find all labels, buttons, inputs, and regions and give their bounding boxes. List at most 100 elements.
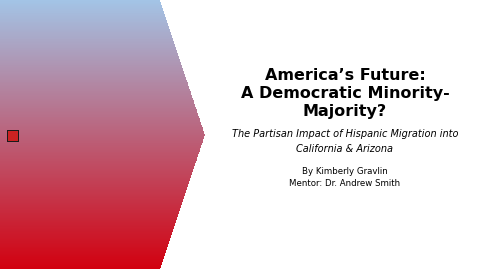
- Bar: [0, 64, 181, 65]
- Bar: [0, 211, 180, 212]
- Bar: [0, 28, 169, 29]
- Bar: [0, 99, 193, 100]
- Bar: [0, 158, 197, 159]
- Bar: [0, 113, 198, 114]
- Bar: [0, 219, 177, 220]
- Bar: [8, 130, 18, 140]
- Text: By Kimberly Gravlin: By Kimberly Gravlin: [302, 167, 388, 176]
- Bar: [0, 250, 166, 251]
- Bar: [0, 164, 195, 165]
- Text: A Democratic Minority-: A Democratic Minority-: [240, 86, 449, 101]
- Bar: [0, 260, 163, 261]
- Bar: [0, 48, 176, 49]
- Bar: [0, 123, 201, 124]
- Bar: [0, 26, 169, 27]
- Bar: [0, 146, 201, 147]
- Bar: [0, 44, 174, 45]
- Bar: [0, 80, 187, 81]
- Bar: [0, 126, 202, 127]
- Bar: [0, 43, 174, 44]
- Bar: [0, 116, 199, 118]
- Bar: [0, 231, 173, 232]
- Bar: [0, 3, 161, 5]
- Bar: [0, 191, 186, 192]
- Bar: [0, 194, 185, 196]
- Bar: [0, 261, 163, 262]
- Bar: [0, 142, 203, 143]
- Bar: [0, 63, 181, 64]
- Bar: [0, 88, 189, 89]
- Bar: [0, 268, 160, 269]
- Bar: [0, 19, 166, 20]
- Bar: [0, 228, 174, 229]
- Bar: [0, 84, 188, 85]
- Bar: [0, 121, 200, 122]
- Bar: [0, 79, 186, 80]
- Bar: [0, 102, 194, 103]
- Bar: [0, 75, 185, 76]
- Bar: [0, 85, 188, 86]
- Bar: [0, 229, 173, 231]
- Bar: [0, 163, 196, 164]
- Bar: [0, 169, 193, 170]
- Bar: [0, 10, 163, 11]
- Bar: [0, 235, 172, 236]
- Bar: [0, 68, 183, 69]
- Bar: [0, 200, 183, 201]
- Bar: [0, 244, 168, 245]
- Bar: [0, 220, 176, 221]
- Bar: [0, 70, 184, 71]
- Text: The Partisan Impact of Hispanic Migration into
California & Arizona: The Partisan Impact of Hispanic Migratio…: [232, 129, 458, 154]
- Bar: [0, 172, 193, 173]
- Bar: [0, 23, 168, 24]
- Bar: [0, 81, 187, 82]
- Bar: [0, 193, 185, 194]
- Bar: [0, 2, 161, 3]
- Bar: [0, 125, 202, 126]
- Bar: [0, 223, 175, 224]
- Bar: [0, 232, 172, 233]
- Bar: [0, 237, 171, 238]
- Bar: [0, 171, 193, 172]
- Bar: [0, 0, 160, 1]
- Bar: [0, 202, 183, 203]
- Bar: [0, 65, 182, 66]
- Bar: [0, 135, 205, 136]
- Bar: [0, 160, 196, 161]
- Bar: [0, 87, 189, 88]
- Text: Mentor: Dr. Andrew Smith: Mentor: Dr. Andrew Smith: [290, 179, 401, 188]
- Bar: [0, 207, 181, 208]
- Bar: [0, 62, 181, 63]
- Bar: [0, 212, 179, 213]
- Bar: [0, 29, 170, 30]
- Bar: [0, 91, 191, 92]
- Bar: [0, 165, 195, 166]
- Bar: [0, 5, 162, 6]
- Bar: [0, 179, 190, 180]
- Text: America’s Future:: America’s Future:: [265, 68, 425, 83]
- Bar: [0, 190, 186, 191]
- Bar: [0, 131, 204, 132]
- Bar: [0, 236, 171, 237]
- Bar: [0, 151, 199, 153]
- Bar: [0, 222, 175, 223]
- Bar: [0, 22, 167, 23]
- Bar: [0, 267, 161, 268]
- Bar: [0, 118, 200, 119]
- Bar: [0, 168, 194, 169]
- Bar: [0, 159, 197, 160]
- Bar: [0, 103, 195, 104]
- Bar: [0, 51, 177, 52]
- Bar: [0, 54, 178, 55]
- Bar: [0, 157, 197, 158]
- Bar: [0, 46, 175, 47]
- Bar: [0, 148, 200, 149]
- Bar: [0, 33, 171, 34]
- Bar: [0, 90, 190, 91]
- Bar: [0, 108, 196, 109]
- Bar: [0, 82, 187, 83]
- Bar: [0, 77, 186, 78]
- Bar: [0, 178, 190, 179]
- Bar: [0, 40, 174, 41]
- Bar: [0, 214, 178, 215]
